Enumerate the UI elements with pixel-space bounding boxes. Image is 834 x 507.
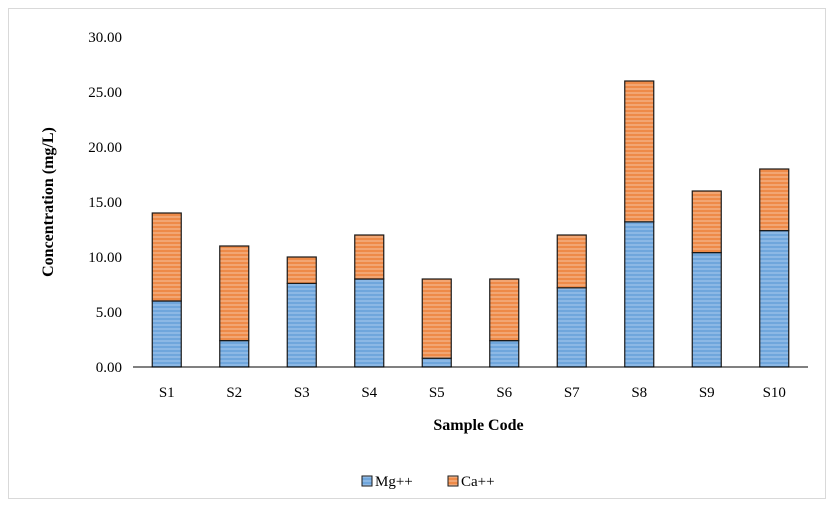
bar-ca-s4: [354, 234, 385, 280]
y-tick-label: 10.00: [88, 250, 122, 266]
legend-swatch-mg: [361, 475, 373, 487]
bar-mg-s4: [354, 278, 385, 368]
bar-ca-s2: [219, 245, 250, 342]
bar-mg-s1: [151, 300, 182, 368]
x-tick-label: S4: [361, 385, 377, 401]
y-tick-label: 30.00: [88, 30, 122, 46]
chart-frame: [8, 8, 826, 499]
bar-ca-s6: [489, 278, 520, 342]
bar-mg-s7: [556, 287, 587, 368]
x-tick-label: S10: [763, 385, 786, 401]
bar-mg-s8: [624, 221, 655, 368]
bar-ca-s1: [151, 212, 182, 302]
bar-mg-s2: [219, 340, 250, 368]
x-tick-label: S2: [226, 385, 242, 401]
y-tick-label: 15.00: [88, 195, 122, 211]
legend-label: Mg++: [375, 474, 413, 490]
y-axis-ticks: 0.00 5.00 10.00 15.00 20.00 25.00 30.00: [88, 30, 122, 376]
bar-mg-s9: [691, 252, 722, 368]
y-tick-label: 5.00: [96, 305, 122, 321]
legend-swatch-ca: [447, 475, 459, 487]
x-tick-label: S6: [496, 385, 512, 401]
bar-mg-s5: [421, 357, 452, 368]
x-tick-label: S9: [699, 385, 715, 401]
x-tick-label: S7: [564, 385, 580, 401]
x-tick-label: S8: [631, 385, 647, 401]
bar-ca-s3: [286, 256, 317, 284]
bar-mg-s3: [286, 282, 317, 368]
legend-label: Ca++: [461, 474, 495, 490]
bar-ca-s5: [421, 278, 452, 359]
x-axis-ticks: S1 S2 S3 S4 S5 S6 S7 S8 S9 S10: [159, 385, 786, 401]
bars: [151, 80, 790, 368]
y-tick-label: 0.00: [96, 360, 122, 376]
y-axis-title: Concentration (mg/L): [40, 127, 57, 277]
x-tick-label: S5: [429, 385, 445, 401]
y-tick-label: 25.00: [88, 85, 122, 101]
bar-mg-s6: [489, 340, 520, 368]
x-axis-title: Sample Code: [433, 417, 523, 434]
bar-ca-s8: [624, 80, 655, 223]
x-tick-label: S3: [294, 385, 310, 401]
bar-ca-s9: [691, 190, 722, 254]
bar-ca-s10: [759, 168, 790, 232]
y-tick-label: 20.00: [88, 140, 122, 156]
legend: Mg++ Ca++: [361, 474, 495, 490]
bar-ca-s7: [556, 234, 587, 289]
x-tick-label: S1: [159, 385, 175, 401]
bar-mg-s10: [759, 230, 790, 368]
